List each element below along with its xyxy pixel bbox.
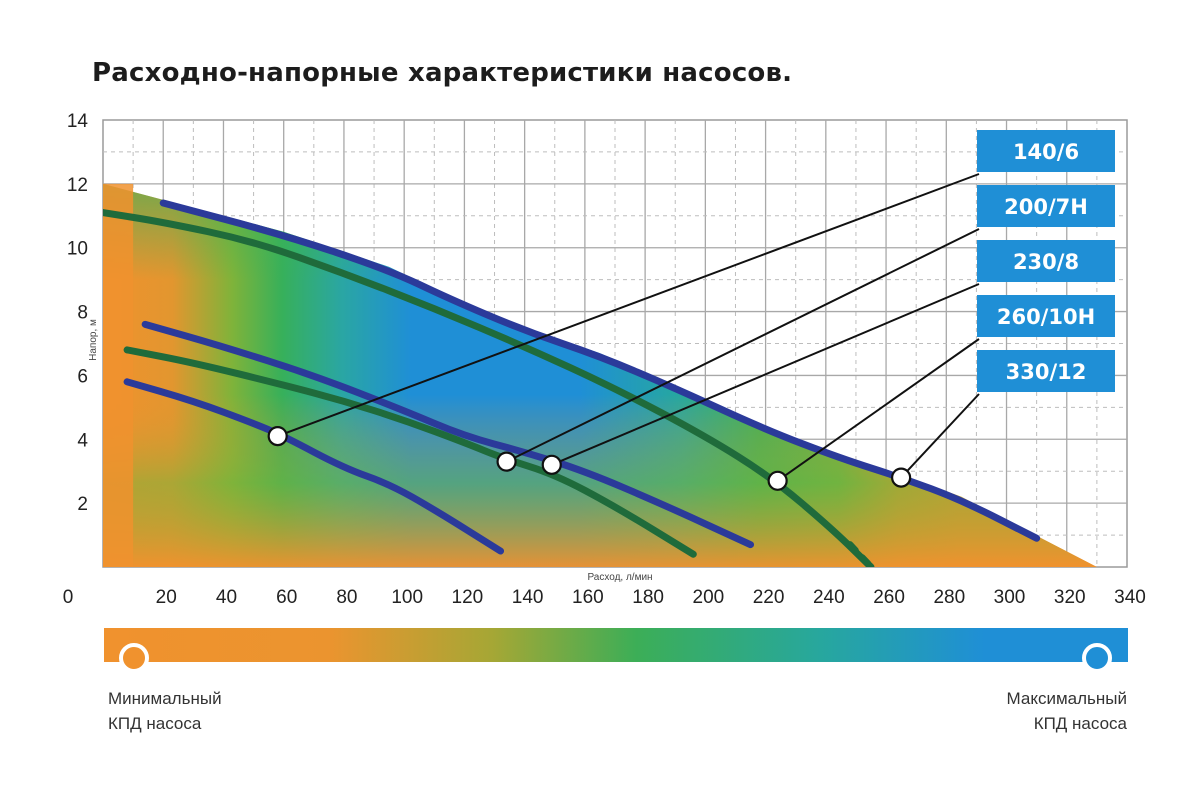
y-axis-ticks: 2 4 6 8 10 12 14 bbox=[67, 111, 89, 515]
series-line-260-10H bbox=[103, 209, 875, 567]
max-efficiency-label-line2: КПД насоса bbox=[1033, 714, 1127, 733]
y-tick-label: 12 bbox=[67, 175, 88, 196]
max-efficiency-marker bbox=[1082, 643, 1112, 673]
x-tick-label: 220 bbox=[753, 587, 785, 608]
legend-item-200-7H: 200/7H bbox=[977, 185, 1115, 227]
operating-point-marker bbox=[267, 425, 288, 447]
operating-point-marker bbox=[767, 470, 788, 491]
min-efficiency-label-line2: КПД насоса bbox=[108, 714, 202, 733]
leader-line bbox=[506, 228, 980, 463]
leader-line bbox=[777, 338, 980, 482]
x-tick-label: 20 bbox=[156, 587, 177, 608]
efficiency-left-band bbox=[103, 183, 134, 567]
x-tick-label: 160 bbox=[572, 587, 604, 608]
x-axis-ticks: 0 20 40 60 80 100 120 140 160 180 200 220 240 260 280 3… bbox=[63, 587, 1146, 608]
legend-item-230-8: 230/8 bbox=[977, 240, 1115, 282]
x-tick-label: 100 bbox=[391, 587, 423, 608]
series-line-230-8 bbox=[141, 320, 755, 549]
operating-point-marker bbox=[891, 467, 912, 488]
legend-label: 200/7H bbox=[1004, 195, 1088, 219]
legend-label: 330/12 bbox=[1006, 360, 1087, 384]
y-tick-label: 6 bbox=[77, 366, 88, 387]
legend-label: 230/8 bbox=[1013, 250, 1079, 274]
series-line-140-6 bbox=[123, 378, 505, 555]
x-tick-label: 340 bbox=[1114, 587, 1146, 608]
x-tick-label: 60 bbox=[276, 587, 297, 608]
y-tick-label: 4 bbox=[77, 430, 88, 451]
operating-point-marker bbox=[541, 454, 562, 475]
y-axis-label: Напор, м bbox=[88, 319, 99, 361]
max-efficiency-label: Максимальный КПД насоса bbox=[965, 686, 1127, 736]
series-dash-head bbox=[103, 208, 104, 213]
series-dash-tail bbox=[846, 541, 876, 567]
y-tick-label: 8 bbox=[77, 303, 88, 324]
legend-item-330-12: 330/12 bbox=[977, 350, 1115, 392]
legend-leader-lines bbox=[277, 173, 980, 482]
legend-box bbox=[977, 295, 1115, 337]
x-tick-label: 200 bbox=[693, 587, 725, 608]
legend-item-260-10H: 260/10H bbox=[977, 295, 1115, 337]
legend-item-140-6: 140/6 bbox=[977, 130, 1115, 172]
leader-line bbox=[900, 393, 980, 479]
legend-label: 140/6 bbox=[1013, 140, 1079, 164]
y-tick-label: 2 bbox=[77, 494, 88, 515]
y-tick-label: 10 bbox=[67, 239, 88, 260]
x-tick-label: 240 bbox=[813, 587, 845, 608]
max-efficiency-label-line1: Максимальный bbox=[1006, 689, 1127, 708]
operating-point-marker bbox=[496, 451, 517, 472]
legend-box bbox=[977, 350, 1115, 392]
x-axis-label: Расход, л/мин bbox=[587, 572, 652, 583]
series-line-200-7H bbox=[123, 346, 697, 558]
x-tick-label: 280 bbox=[933, 587, 965, 608]
series-line-330-12 bbox=[159, 199, 1041, 542]
x-tick-label: 140 bbox=[512, 587, 544, 608]
legend-box bbox=[977, 240, 1115, 282]
x-tick-label: 300 bbox=[994, 587, 1026, 608]
min-efficiency-label-line1: Минимальный bbox=[108, 689, 222, 708]
x-tick-label: 40 bbox=[216, 587, 237, 608]
x-tick-label: 320 bbox=[1054, 587, 1086, 608]
x-tick-label: 120 bbox=[452, 587, 484, 608]
min-efficiency-label: Минимальный КПД насоса bbox=[108, 686, 222, 736]
y-tick-label: 14 bbox=[67, 111, 89, 132]
leader-line bbox=[277, 173, 980, 438]
x-tick-label: 0 bbox=[63, 587, 74, 608]
efficiency-colorbar bbox=[104, 628, 1128, 673]
legend: 140/6 200/7H 230/8 260/10H 330/12 bbox=[977, 130, 1115, 392]
x-tick-label: 180 bbox=[632, 587, 664, 608]
min-efficiency-marker bbox=[119, 643, 149, 673]
chart-title: Расходно-напорные характеристики насосов… bbox=[92, 58, 793, 88]
legend-box bbox=[977, 185, 1115, 227]
series-lines bbox=[103, 199, 1041, 567]
x-tick-label: 80 bbox=[336, 587, 357, 608]
legend-box bbox=[977, 130, 1115, 172]
operating-point-markers bbox=[267, 425, 912, 491]
leader-line bbox=[551, 283, 980, 466]
x-tick-label: 260 bbox=[873, 587, 905, 608]
legend-label: 260/10H bbox=[997, 305, 1095, 329]
